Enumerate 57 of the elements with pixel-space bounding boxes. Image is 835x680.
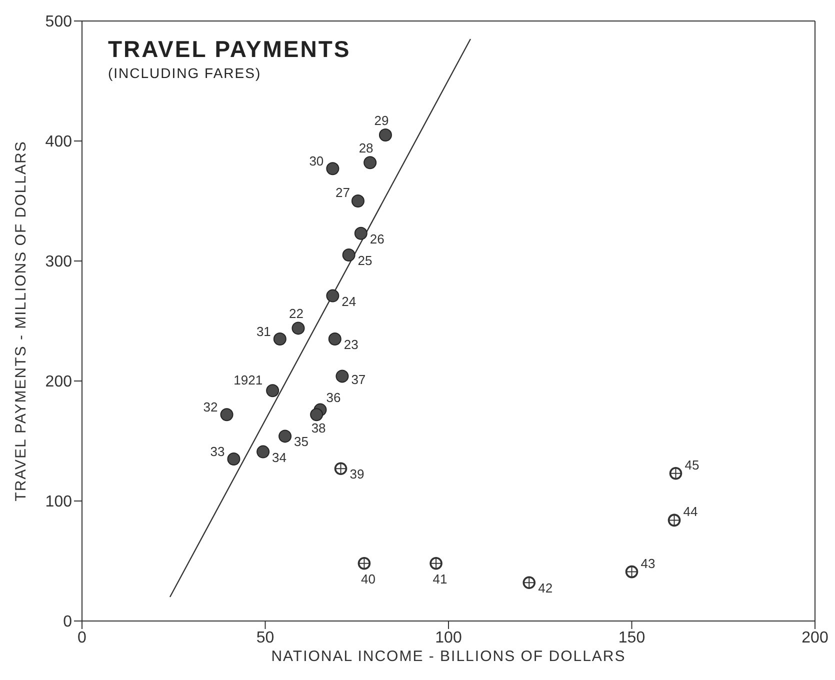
annotation: 43	[640, 556, 656, 571]
annotation: 25	[358, 253, 372, 268]
annotation: 32	[203, 400, 218, 415]
point	[266, 384, 280, 398]
point	[351, 194, 364, 208]
text: TRAVEL PAYMENTS	[108, 36, 351, 63]
x-tick-label: 50	[256, 629, 274, 646]
point	[273, 332, 286, 346]
annotation: 40	[360, 571, 376, 586]
point	[364, 156, 377, 170]
point	[328, 332, 342, 346]
annotation: 37	[351, 372, 366, 388]
annotation: 45	[684, 457, 700, 472]
annotation: 44	[683, 504, 698, 520]
point	[378, 128, 392, 142]
y-tick-label: 0	[63, 614, 72, 631]
annotation: 35	[294, 434, 309, 450]
annotation: 26	[370, 231, 384, 246]
x-tick-label: 200	[802, 629, 828, 646]
x-tick-label: 150	[618, 629, 646, 646]
annotation: 30	[309, 154, 324, 169]
annotation: 33	[210, 444, 225, 459]
point	[336, 370, 349, 383]
y-tick-label: 400	[45, 134, 72, 151]
annotation: 27	[336, 185, 350, 200]
annotation: 23	[344, 337, 358, 352]
point	[256, 445, 270, 458]
annotation: 22	[289, 306, 304, 322]
y-tick-label: 500	[45, 14, 72, 31]
annotation: 39	[350, 466, 364, 482]
annotation: 29	[374, 113, 389, 128]
point	[227, 452, 240, 466]
point	[354, 226, 368, 240]
y-axis-title: TRAVEL PAYMENTS - MILLIONS OF DOLLARS	[12, 140, 30, 502]
x-tick-label: 100	[435, 629, 462, 646]
annotation: 41	[432, 571, 448, 586]
point	[310, 408, 324, 422]
point	[292, 322, 305, 335]
annotation: 42	[538, 580, 553, 596]
point	[278, 430, 292, 443]
y-tick-label: 100	[45, 494, 72, 511]
x-axis-title: NATIONAL INCOME - BILLIONS OF DOLLARS	[271, 648, 626, 665]
annotation: 28	[358, 140, 374, 156]
point	[326, 289, 340, 302]
annotation: 34	[272, 450, 287, 465]
annotation: 1921	[234, 372, 263, 388]
y-tick-label: 300	[45, 254, 72, 271]
point	[220, 408, 234, 422]
point	[342, 248, 356, 262]
point	[326, 162, 340, 176]
annotation: 36	[326, 390, 341, 405]
annotation: 24	[342, 294, 356, 309]
annotation: 31	[256, 324, 271, 339]
x-tick-label: 0	[78, 629, 87, 646]
y-tick-label: 200	[45, 374, 72, 391]
annotation: 38	[311, 420, 326, 436]
text: (INCLUDING FARES)	[108, 65, 262, 81]
